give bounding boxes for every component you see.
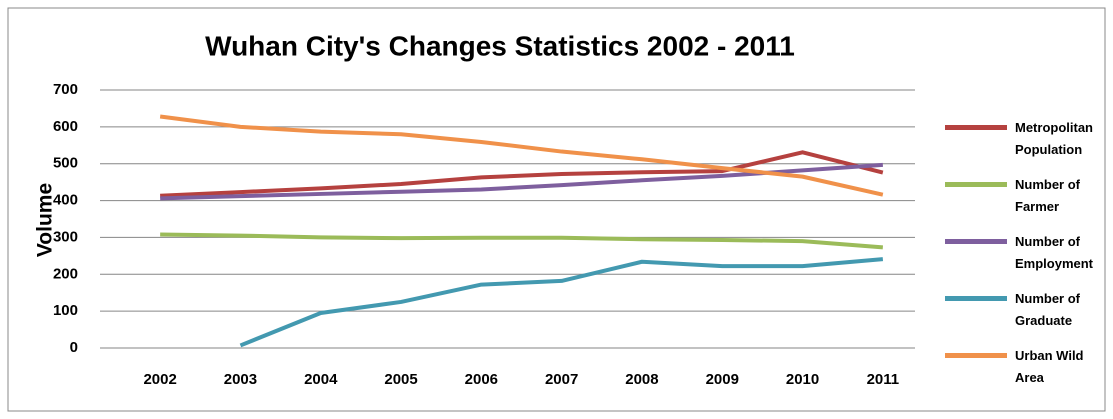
x-tick-label: 2004 bbox=[304, 371, 338, 388]
x-tick-label: 2006 bbox=[465, 371, 498, 388]
legend-label: Metropolitan Population bbox=[1015, 120, 1093, 157]
legend-swatch bbox=[945, 239, 1007, 244]
x-tick-label: 2008 bbox=[625, 371, 658, 388]
legend-label: Number of Graduate bbox=[1015, 291, 1080, 328]
x-tick-label: 2003 bbox=[224, 371, 257, 388]
legend-label: Number of Employment bbox=[1015, 234, 1094, 271]
x-tick-label: 2007 bbox=[545, 371, 578, 388]
series-line bbox=[159, 114, 884, 197]
legend-swatch bbox=[945, 353, 1007, 358]
y-tick-label: 100 bbox=[53, 302, 78, 319]
legend-swatch bbox=[945, 182, 1007, 187]
y-tick-label: 300 bbox=[53, 228, 78, 245]
x-tick-label: 2011 bbox=[867, 371, 900, 388]
x-tick-label: 2005 bbox=[384, 371, 417, 388]
y-tick-label: 600 bbox=[53, 118, 78, 135]
legend-label: Urban Wild Area bbox=[1015, 348, 1084, 385]
x-tick-label: 2009 bbox=[706, 371, 739, 388]
series-line bbox=[160, 232, 884, 250]
x-tick-label: 2010 bbox=[786, 371, 819, 388]
legend-swatch bbox=[945, 296, 1007, 301]
y-tick-label: 700 bbox=[53, 81, 78, 98]
y-tick-label: 200 bbox=[53, 265, 78, 282]
y-tick-label: 400 bbox=[53, 192, 78, 209]
y-tick-label: 0 bbox=[70, 339, 78, 356]
y-axis-label: Volume bbox=[34, 183, 57, 257]
series-line bbox=[239, 257, 884, 348]
y-tick-label: 500 bbox=[53, 155, 78, 172]
legend-swatch bbox=[945, 125, 1007, 130]
x-tick-label: 2002 bbox=[143, 371, 176, 388]
chart-border bbox=[7, 7, 1106, 412]
legend-label: Number of Farmer bbox=[1015, 177, 1080, 214]
series-line bbox=[160, 150, 884, 198]
chart-title: Wuhan City's Changes Statistics 2002 - 2… bbox=[205, 30, 795, 61]
